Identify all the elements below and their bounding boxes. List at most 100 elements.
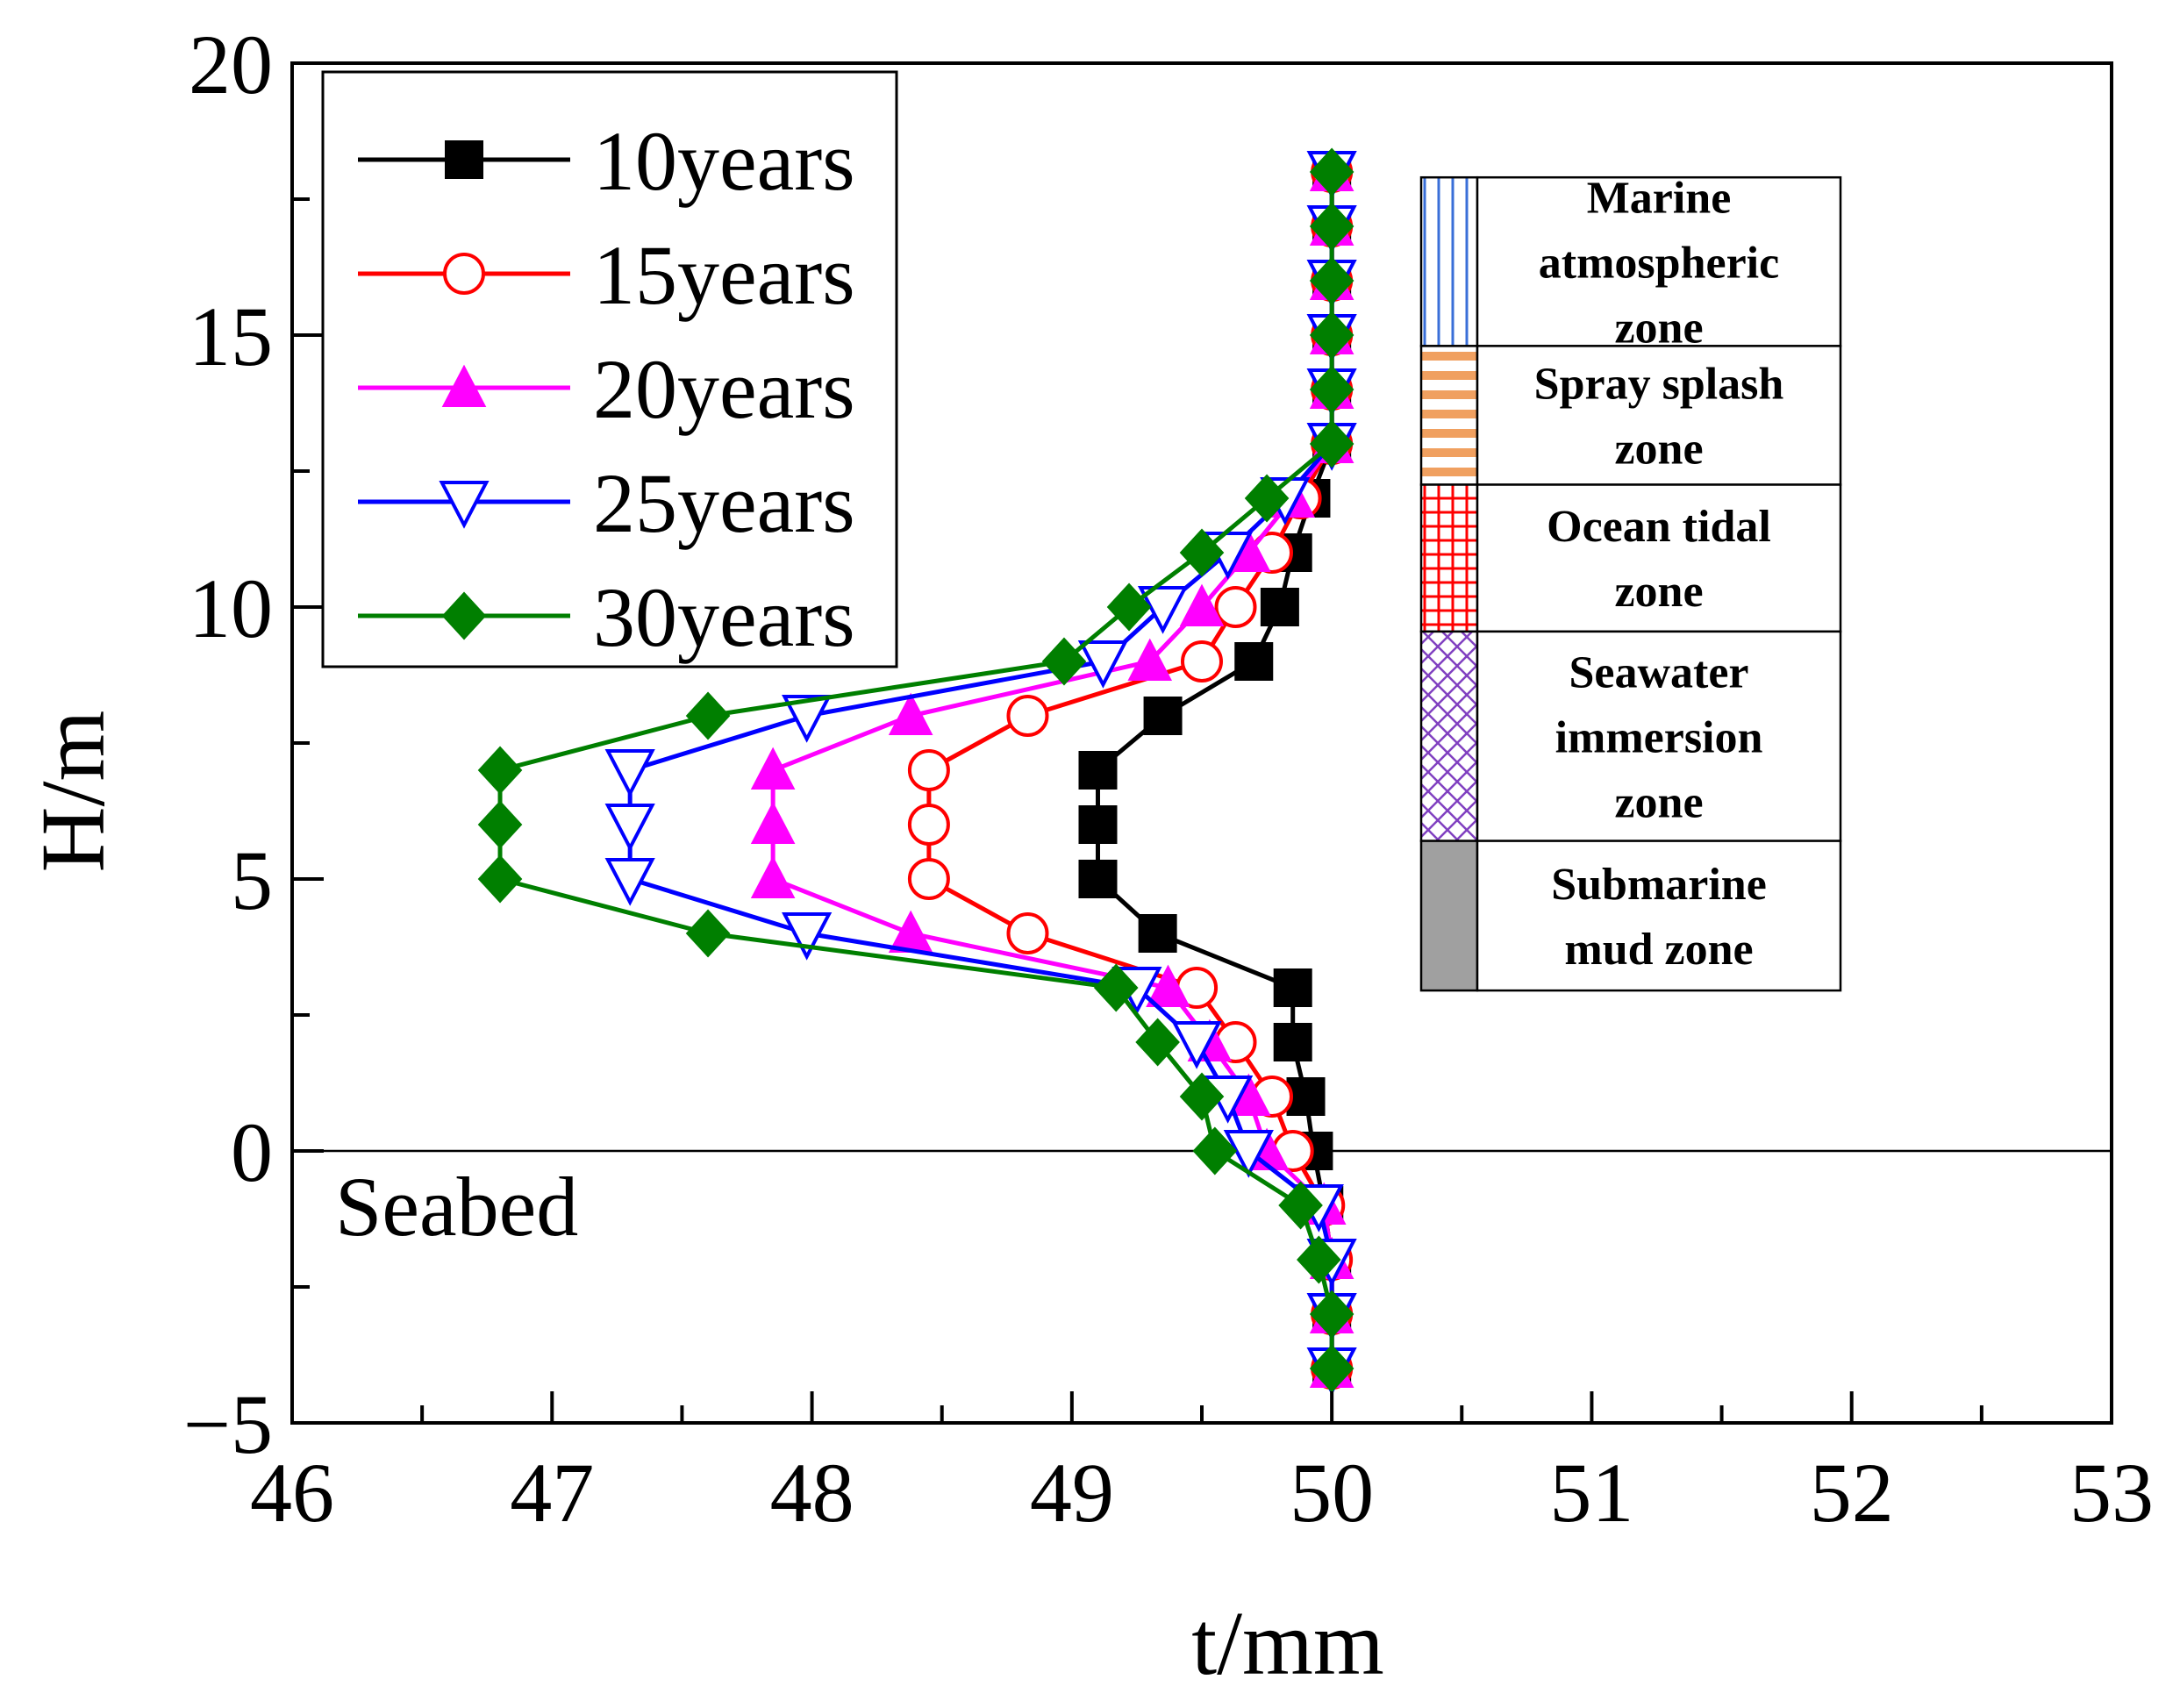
y-axis-title: H/m [23,711,124,873]
data-point [1192,1126,1238,1176]
data-point [1273,968,1312,1007]
data-point [477,854,523,904]
zone-2: Ocean tidal zone [1419,483,1842,633]
legend-label: 20years [593,342,855,436]
legend-box [321,70,898,668]
data-point [750,747,796,790]
zone-label: atmospheric [1539,238,1779,288]
legend: 10years 15years 20years 25years 30years [321,70,898,668]
y-tick-label: 20 [189,18,273,111]
data-point [1006,695,1049,737]
y-tick-label: 5 [231,833,273,927]
data-point [1135,1018,1180,1067]
data-point [477,746,523,795]
y-tick-label: 15 [189,289,273,383]
zone-swatch [1419,840,1479,992]
legend-label: 10years [593,114,855,208]
data-point [1309,365,1354,414]
legend-item-4: 30years [358,570,855,664]
zone-box [1476,483,1842,633]
zone-swatch [1419,630,1479,842]
data-point [888,910,933,953]
data-point [907,858,950,900]
zone-label: Ocean tidal [1547,502,1771,552]
data-point [1181,640,1223,682]
zone-label: zone [1614,777,1703,827]
data-point [1214,586,1257,628]
legend-marker [439,481,490,529]
data-point [1077,640,1129,689]
zone-label: immersion [1555,712,1763,762]
zone-3: Seawater immersion zone [1419,630,1842,842]
x-tick-label: 52 [1810,1446,1894,1540]
data-point [1179,528,1225,577]
data-point [1093,963,1139,1012]
x-tick-label: 48 [770,1446,854,1540]
data-point [782,695,833,743]
data-point [1297,1235,1341,1284]
x-tick-label: 53 [2069,1446,2154,1540]
zone-box [1476,630,1842,842]
data-point [604,749,655,797]
data-point [1078,805,1118,844]
seabed-label: Seabed [335,1160,578,1254]
data-point [1309,311,1354,360]
legend-marker [445,140,483,179]
legend-marker [441,591,487,640]
data-point [1309,202,1354,251]
data-point [1106,582,1152,632]
x-tick-label: 47 [510,1446,594,1540]
y-tick-label: −5 [183,1377,273,1471]
data-point [888,692,933,735]
data-point [1146,964,1190,1007]
legend-marker [443,253,485,295]
data-point [907,804,950,846]
legend-marker [441,364,487,407]
data-point [604,804,655,852]
legend-item-2: 20years [358,342,855,436]
data-point [1309,1290,1354,1339]
legend-item-1: 15years [358,228,855,322]
data-point [907,749,950,791]
zone-label: mud zone [1564,925,1753,975]
data-point [1278,1181,1323,1230]
zone-4: Submarine mud zone [1419,840,1842,992]
y-tick-label: 0 [231,1105,273,1199]
zone-1: Spray splash zone [1419,345,1842,486]
zone-box [1476,840,1842,992]
data-point [1143,697,1183,735]
zone-0: Marine atmospheric zone [1419,173,1842,353]
data-point [1078,751,1118,790]
data-point [477,800,523,849]
data-point [1260,588,1299,626]
data-point [1226,529,1271,572]
data-point [1309,419,1354,468]
x-tick-label: 51 [1549,1446,1633,1540]
data-point [1138,914,1177,953]
data-point [1179,1072,1225,1121]
zone-label: Marine [1587,173,1732,223]
data-point [1273,1023,1312,1061]
legend-label: 25years [593,456,855,550]
data-point [1006,912,1049,954]
zone-label: Seawater [1569,647,1748,697]
zone-label: zone [1614,303,1703,353]
data-point [1226,1073,1271,1116]
data-point [604,858,655,906]
legend-label: 30years [593,570,855,664]
data-point [1309,147,1354,197]
data-point [1223,1130,1274,1178]
zone-label: Submarine [1551,860,1767,910]
data-point [685,691,731,740]
x-axis-title: t/mm [1191,1593,1384,1694]
data-point [1179,583,1225,626]
data-point [1127,638,1173,681]
data-point [1309,1344,1354,1393]
zone-swatch [1419,483,1479,633]
x-tick-label: 46 [250,1446,334,1540]
series-4 [477,147,1354,1393]
data-point [750,855,796,898]
legend-label: 15years [593,228,855,322]
